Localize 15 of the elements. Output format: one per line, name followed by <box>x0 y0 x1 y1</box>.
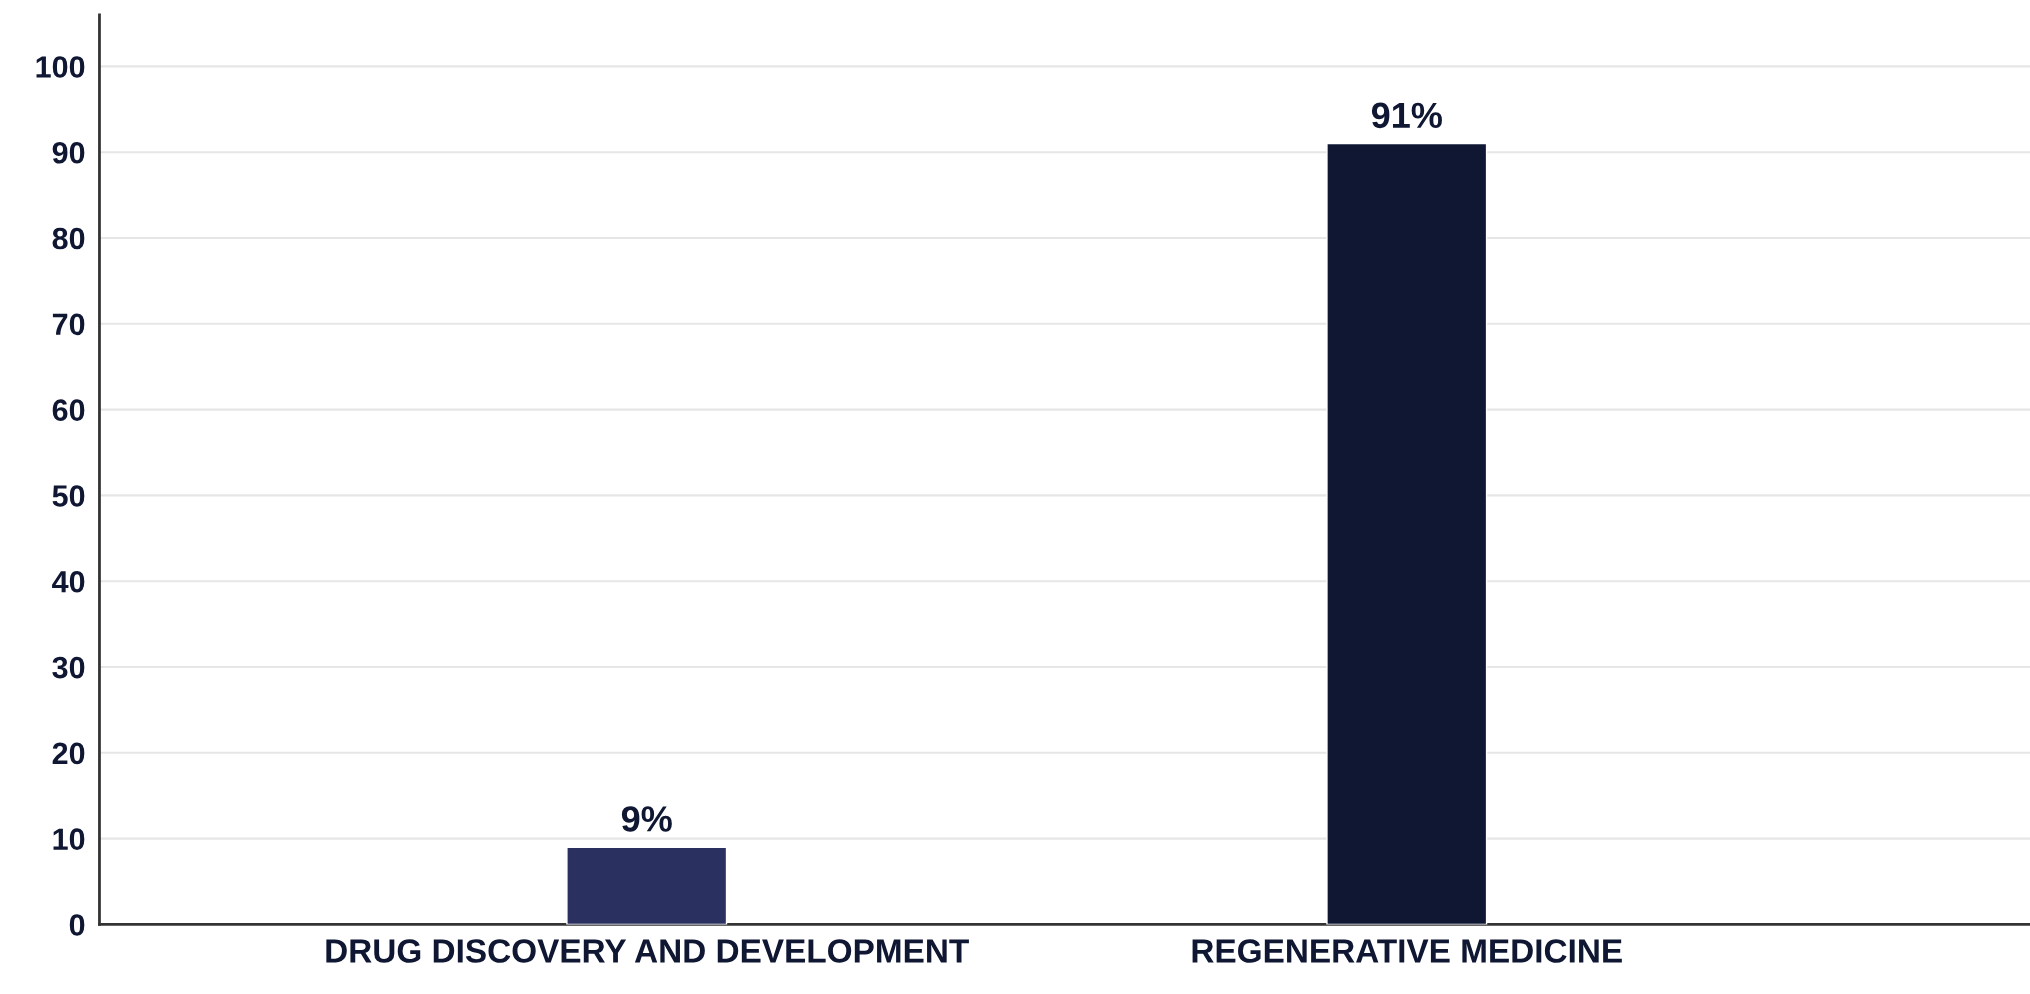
data-label: 9% <box>621 806 672 832</box>
y-tick-label: 80 <box>52 227 85 250</box>
y-tick-label: 30 <box>52 656 85 679</box>
y-tick-label: 0 <box>69 914 85 936</box>
y-tick-label: 40 <box>52 570 85 593</box>
y-tick-label: 60 <box>52 399 85 421</box>
y-tick-label: 10 <box>53 828 85 850</box>
y-tick-label: 20 <box>52 742 85 765</box>
y-tick-label: 50 <box>52 485 85 507</box>
data-label: 91% <box>1371 102 1442 129</box>
y-tick-label: 70 <box>52 313 85 336</box>
y-tick-label: 90 <box>52 141 85 164</box>
x-tick-label: REGENERATIVE MEDICINE <box>1192 939 1622 963</box>
x-tick-label: DRUG DISCOVERY AND DEVELOPMENT <box>326 939 969 963</box>
y-tick-label: 100 <box>36 56 85 78</box>
